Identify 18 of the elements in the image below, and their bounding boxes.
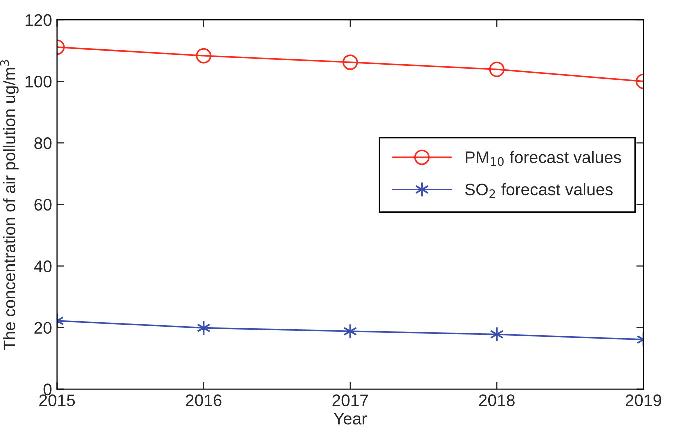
- y-tick-label: 20: [34, 322, 52, 334]
- y-tick-label: 60: [34, 199, 52, 211]
- y-tick-label: 80: [34, 138, 52, 150]
- x-axis-title: Year: [334, 413, 368, 425]
- x-tick-label: 2016: [186, 394, 222, 406]
- x-tick-label: 2019: [626, 394, 662, 406]
- y-tick-label: 120: [26, 14, 52, 26]
- y-tick-label: 0: [44, 384, 52, 396]
- x-tick-label: 2017: [332, 394, 368, 406]
- legend-label: PM$_{10}$ forecast values: [466, 151, 622, 166]
- y-axis-title: The concentration of air pollution ug/m$^{3}$: [0, 60, 19, 350]
- legend-label: SO$_{2}$ forecast values: [465, 183, 613, 198]
- y-tick-label: 40: [34, 260, 52, 272]
- point: [344, 324, 358, 340]
- x-tick-label: 2018: [479, 394, 515, 406]
- y-tick-label: 100: [26, 76, 52, 88]
- x-tick-label: 2015: [40, 394, 76, 406]
- point: [342, 54, 358, 70]
